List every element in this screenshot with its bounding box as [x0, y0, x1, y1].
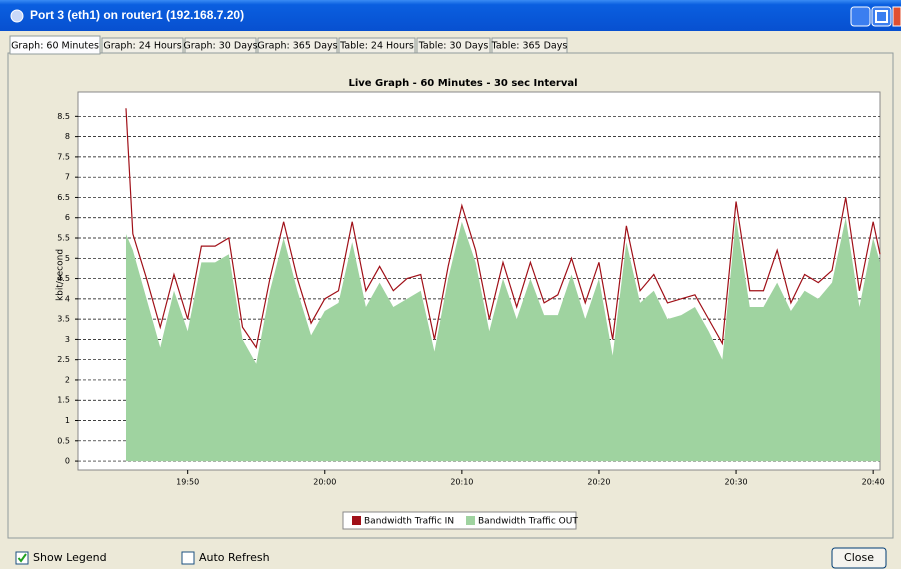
y-tick-label: 1	[65, 416, 70, 425]
legend-label: Bandwidth Traffic OUT	[478, 517, 578, 527]
auto-refresh-checkbox[interactable]	[181, 551, 195, 565]
title-bar	[0, 0, 901, 31]
tab[interactable]	[257, 37, 338, 54]
y-tick-label: 0.5	[57, 436, 70, 445]
x-tick-label: 20:40	[862, 478, 885, 487]
close-window-button[interactable]	[892, 6, 901, 27]
maximize-button[interactable]	[850, 6, 871, 27]
y-tick-label: 3	[65, 335, 70, 344]
checkbox-label: Show Legend	[33, 551, 107, 564]
chart-title: Live Graph - 60 Minutes - 30 sec Interva…	[348, 78, 577, 89]
legend-label: Bandwidth Traffic IN	[364, 517, 454, 527]
legend-swatch	[352, 516, 361, 525]
y-tick-label: 2.5	[57, 355, 70, 364]
tab-label: Table: 30 Days	[418, 41, 489, 52]
tab-label: Table: 365 Days	[491, 41, 568, 52]
y-tick-label: 8	[65, 132, 70, 141]
y-axis-label: kbit/second	[56, 249, 66, 301]
legend-swatch	[466, 516, 475, 525]
x-tick-label: 20:10	[450, 478, 473, 487]
x-tick-label: 20:00	[313, 478, 336, 487]
window-icon	[10, 9, 24, 23]
area	[125, 217, 880, 462]
y-tick-label: 2	[65, 375, 70, 384]
y-tick-label: 3.5	[57, 315, 70, 324]
checkmark	[17, 553, 27, 563]
y-tick-label: 7	[65, 173, 70, 182]
restore-icon	[875, 10, 888, 23]
y-tick-label: 6.5	[57, 193, 70, 202]
tab[interactable]	[491, 37, 568, 54]
x-tick-label: 20:20	[587, 478, 610, 487]
close-button-label: Close	[844, 551, 874, 564]
tab[interactable]	[416, 37, 491, 54]
y-tick-label: 7.5	[57, 152, 70, 161]
restore-button[interactable]	[871, 6, 892, 27]
y-tick-label: 0	[65, 457, 70, 466]
y-tick-label: 6	[65, 213, 70, 222]
tab[interactable]	[101, 37, 184, 54]
close-button[interactable]	[831, 547, 887, 569]
x-tick-label: 19:50	[176, 478, 199, 487]
y-tick-label: 4.5	[57, 274, 70, 283]
tab-label: Graph: 365 Days	[257, 41, 337, 52]
tab-label: Graph: 24 Hours	[103, 41, 181, 52]
line	[125, 108, 881, 350]
tab[interactable]	[9, 35, 101, 55]
x-tick-label: 20:30	[725, 478, 748, 487]
tab-label: Graph: 60 Minutes	[11, 41, 99, 52]
window-title: Port 3 (eth1) on router1 (192.168.7.20)	[30, 8, 244, 22]
tab-label: Graph: 30 Days	[183, 41, 257, 52]
y-tick-label: 5.5	[57, 234, 70, 243]
legend	[342, 511, 577, 530]
y-tick-label: 8.5	[57, 112, 70, 121]
y-tick-label: 1.5	[57, 396, 70, 405]
y-tick-label: 5	[65, 254, 70, 263]
tab-label: Table: 24 Hours	[339, 41, 414, 52]
checkbox-label: Auto Refresh	[199, 551, 270, 564]
y-tick-label: 4	[65, 294, 70, 303]
tab[interactable]	[338, 37, 416, 54]
tab[interactable]	[184, 37, 257, 54]
